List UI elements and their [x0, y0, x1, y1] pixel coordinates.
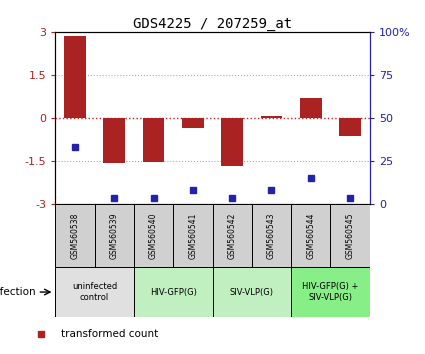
Bar — [300, 98, 322, 118]
Bar — [182, 118, 204, 128]
Text: GSM560542: GSM560542 — [228, 212, 237, 259]
Bar — [55, 267, 134, 317]
Text: GSM560538: GSM560538 — [71, 212, 79, 259]
Bar — [331, 204, 370, 267]
Text: GSM560540: GSM560540 — [149, 212, 158, 259]
Text: GSM560539: GSM560539 — [110, 212, 119, 259]
Text: infection: infection — [0, 287, 35, 297]
Bar — [134, 204, 173, 267]
Text: SIV-VLP(G): SIV-VLP(G) — [230, 287, 274, 297]
Bar — [291, 267, 370, 317]
Text: GSM560545: GSM560545 — [346, 212, 354, 259]
Bar — [94, 204, 134, 267]
Bar — [103, 118, 125, 164]
Title: GDS4225 / 207259_at: GDS4225 / 207259_at — [133, 17, 292, 31]
Bar — [339, 118, 361, 136]
Text: HIV-GFP(G): HIV-GFP(G) — [150, 287, 197, 297]
Text: uninfected
control: uninfected control — [72, 282, 117, 302]
Text: GSM560541: GSM560541 — [188, 212, 197, 259]
Bar — [55, 204, 94, 267]
Bar — [212, 204, 252, 267]
Bar — [261, 116, 282, 118]
Text: transformed count: transformed count — [61, 329, 158, 339]
Text: HIV-GFP(G) +
SIV-VLP(G): HIV-GFP(G) + SIV-VLP(G) — [302, 282, 359, 302]
Bar — [143, 118, 164, 162]
Bar — [64, 36, 86, 118]
Bar — [221, 118, 243, 166]
Text: GSM560544: GSM560544 — [306, 212, 315, 259]
Bar — [134, 267, 212, 317]
Bar — [173, 204, 212, 267]
Bar — [212, 267, 291, 317]
Bar — [291, 204, 331, 267]
Text: GSM560543: GSM560543 — [267, 212, 276, 259]
Bar — [252, 204, 291, 267]
